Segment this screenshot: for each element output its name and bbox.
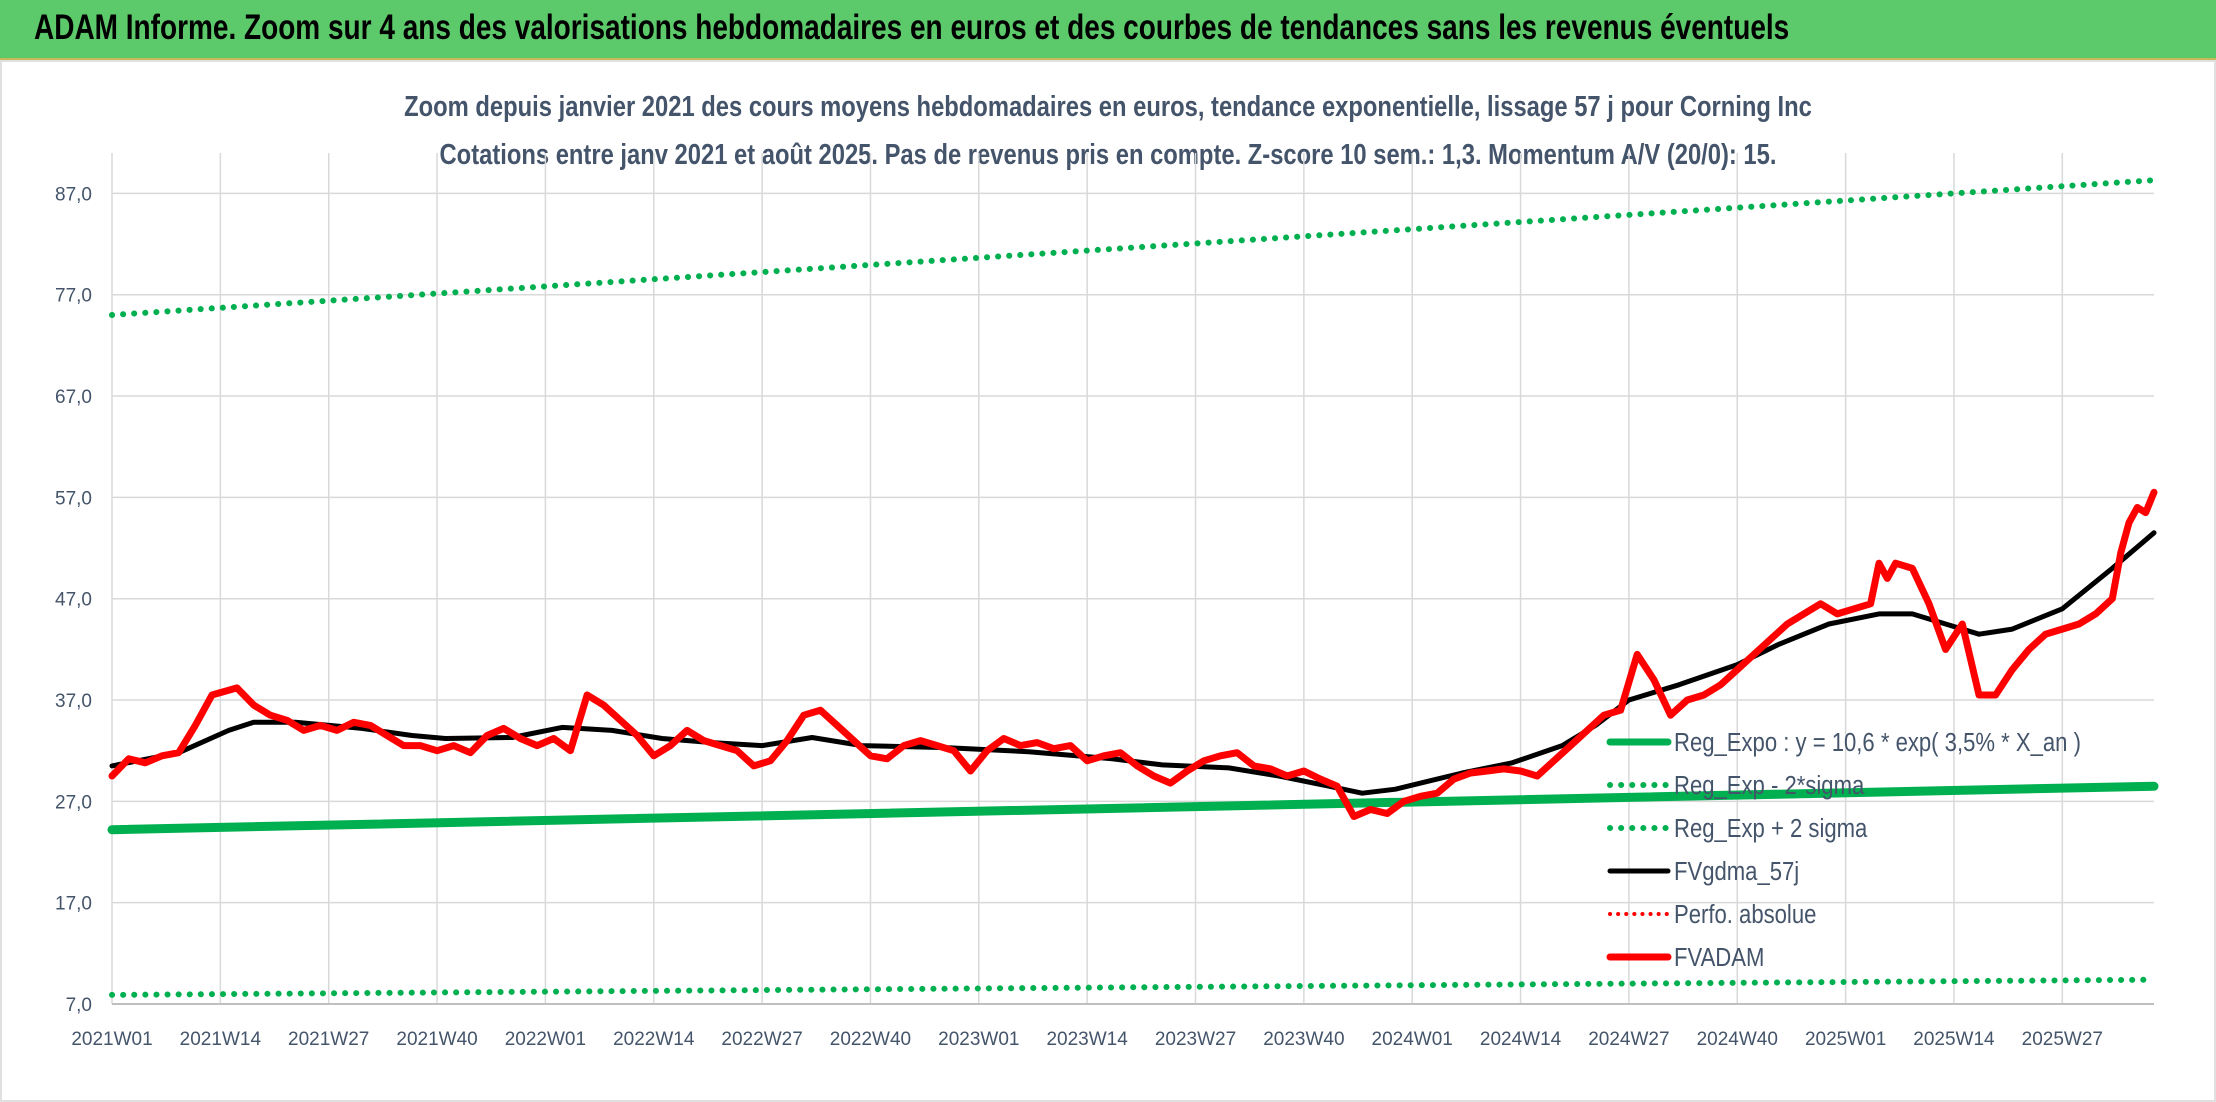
y-tick-label: 77,0: [55, 286, 92, 307]
y-tick-label: 37,0: [55, 691, 92, 712]
y-tick-label: 27,0: [55, 792, 92, 813]
x-tick-label: 2022W27: [721, 1029, 802, 1050]
series-reg-expo: [107, 781, 2159, 835]
y-tick-label: 17,0: [55, 894, 92, 915]
x-tick-label: 2023W40: [1263, 1029, 1344, 1050]
x-tick-label: 2021W14: [180, 1029, 262, 1050]
x-tick-label: 2024W14: [1480, 1029, 1562, 1050]
legend-label: Perfo. absolue: [1674, 900, 1816, 929]
chart-title-bg: [360, 88, 1860, 180]
header-banner: ADAM Informe. Zoom sur 4 ans des valoris…: [0, 0, 2216, 60]
x-tick-label: 2025W27: [2022, 1029, 2103, 1050]
x-tick-label: 2023W01: [938, 1029, 1019, 1050]
series: [107, 177, 2159, 998]
x-tick-label: 2021W27: [288, 1029, 369, 1050]
x-tick-label: 2022W14: [613, 1029, 695, 1050]
x-tick-label: 2023W27: [1155, 1029, 1236, 1050]
legend-label: Reg_Expo : y = 10,6 * exp( 3,5% * X_an ): [1674, 728, 2081, 757]
legend-label: FVgdma_57j: [1674, 857, 1799, 886]
y-tick-label: 87,0: [55, 184, 92, 205]
series-fvadam: [108, 488, 2158, 820]
chart-subtitle: Cotations entre janv 2021 et août 2025. …: [440, 138, 1777, 171]
x-tick-label: 2024W27: [1588, 1029, 1669, 1050]
axes: 7,0 17,0 27,0 37,0 47,0 57,0 67,0 77,0 87,0 2021W…: [55, 184, 2154, 1050]
y-tick-label: 67,0: [55, 387, 92, 408]
x-tick-label: 2022W01: [505, 1029, 586, 1050]
x-tick-label: 2025W14: [1913, 1029, 1995, 1050]
legend-label: Reg_Exp + 2 sigma: [1674, 814, 1868, 843]
legend-label: FVADAM: [1674, 943, 1764, 972]
x-tick-label: 2025W01: [1805, 1029, 1886, 1050]
x-tick-label: 2021W40: [396, 1029, 477, 1050]
x-tick-label: 2021W01: [71, 1029, 152, 1050]
y-tick-label: 7,0: [66, 995, 92, 1016]
chart-title: Zoom depuis janvier 2021 des cours moyen…: [404, 90, 1812, 123]
series-reg-exp-minus-2sigma: [109, 976, 2157, 998]
y-tick-label: 57,0: [55, 488, 92, 509]
series-reg-exp-plus-2sigma: [109, 177, 2157, 318]
x-tick-label: 2023W14: [1046, 1029, 1128, 1050]
x-tick-label: 2024W01: [1372, 1029, 1453, 1050]
legend-label: Reg_Exp - 2*sigma: [1674, 771, 1865, 800]
x-tick-label: 2024W40: [1697, 1029, 1778, 1050]
legend: Reg_Expo : y = 10,6 * exp( 3,5% * X_an )…: [1606, 728, 2081, 972]
banner-title: ADAM Informe. Zoom sur 4 ans des valoris…: [34, 8, 1790, 47]
y-tick-label: 47,0: [55, 590, 92, 611]
x-tick-label: 2022W40: [830, 1029, 911, 1050]
chart-frame: [0, 60, 2216, 1102]
grid: [111, 153, 2154, 1005]
